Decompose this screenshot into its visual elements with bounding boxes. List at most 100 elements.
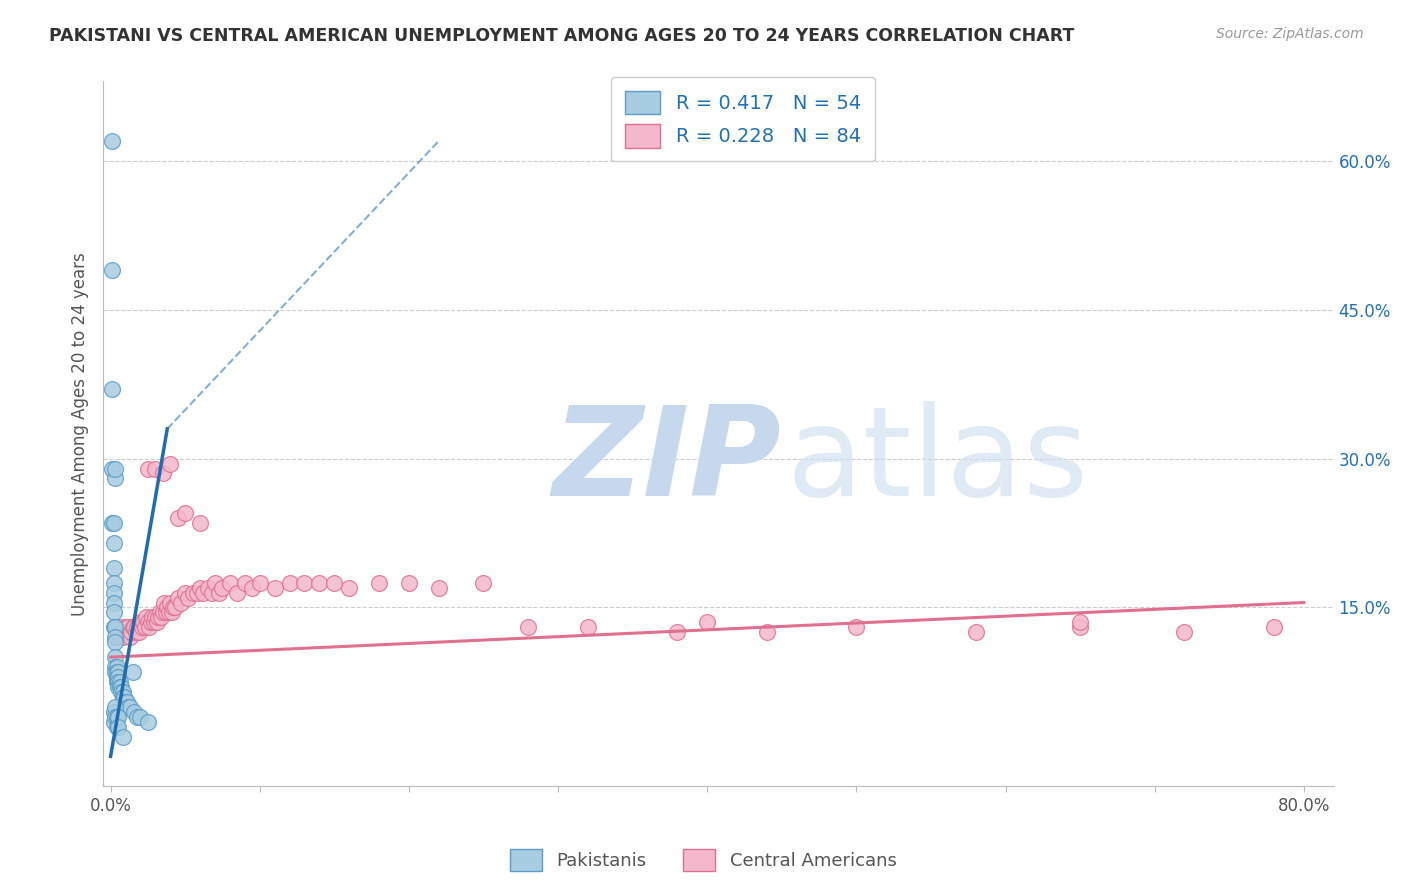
Y-axis label: Unemployment Among Ages 20 to 24 years: Unemployment Among Ages 20 to 24 years [72,252,89,615]
Text: Source: ZipAtlas.com: Source: ZipAtlas.com [1216,27,1364,41]
Point [191,585,214,599]
Point [110,685,132,699]
Point [159,595,181,609]
Point [104,665,127,679]
Point [166,511,188,525]
Point [141,610,163,624]
Point [160,606,183,620]
Point [104,635,127,649]
Point [105,709,128,723]
Point [136,615,159,630]
Point [197,581,219,595]
Point [110,680,132,694]
Point [174,585,197,599]
Point [127,620,149,634]
Point [1069,620,1091,634]
Point [108,680,131,694]
Point [142,615,165,630]
Point [107,674,129,689]
Point [103,561,125,575]
Point [181,585,204,599]
Point [112,625,135,640]
Point [103,714,125,729]
Point [104,699,127,714]
Point [129,709,152,723]
Point [576,620,599,634]
Legend: R = 0.417   N = 54, R = 0.228   N = 84: R = 0.417 N = 54, R = 0.228 N = 84 [612,77,875,161]
Point [170,595,193,609]
Point [107,709,129,723]
Point [150,610,173,624]
Point [204,575,226,590]
Point [103,585,125,599]
Point [105,670,128,684]
Point [111,730,134,744]
Point [103,620,125,634]
Point [118,699,141,714]
Point [104,471,127,485]
Point [188,581,211,595]
Point [103,516,125,530]
Point [124,705,146,719]
Point [114,620,136,634]
Point [110,620,132,634]
Point [136,714,159,729]
Point [118,630,141,644]
Point [132,615,155,630]
Point [153,595,176,609]
Point [103,606,125,620]
Point [845,620,868,634]
Point [115,695,138,709]
Point [101,134,124,148]
Legend: Pakistanis, Central Americans: Pakistanis, Central Americans [502,842,904,879]
Point [517,620,540,634]
Point [755,625,778,640]
Point [111,630,134,644]
Point [136,461,159,475]
Point [233,575,256,590]
Point [201,585,224,599]
Point [166,591,188,605]
Point [138,620,160,634]
Point [115,625,138,640]
Point [143,610,166,624]
Point [111,690,134,704]
Point [108,674,131,689]
Point [131,620,153,634]
Point [337,581,360,595]
Point [122,620,145,634]
Point [159,457,181,471]
Point [143,461,166,475]
Point [101,263,124,277]
Point [186,585,208,599]
Point [107,630,129,644]
Point [124,620,146,634]
Point [219,575,242,590]
Point [135,610,157,624]
Point [139,615,162,630]
Point [156,600,179,615]
Point [101,382,124,396]
Point [107,720,129,734]
Point [152,606,174,620]
Point [211,581,233,595]
Point [666,625,689,640]
Point [134,620,156,634]
Point [368,575,391,590]
Point [427,581,450,595]
Point [152,467,174,481]
Point [104,630,127,644]
Point [696,615,718,630]
Point [127,709,149,723]
Point [162,600,184,615]
Point [104,620,127,634]
Point [177,591,200,605]
Point [128,625,150,640]
Point [104,660,127,674]
Point [155,606,177,620]
Point [101,516,124,530]
Point [188,516,211,530]
Point [105,660,128,674]
Point [323,575,346,590]
Point [107,665,129,679]
